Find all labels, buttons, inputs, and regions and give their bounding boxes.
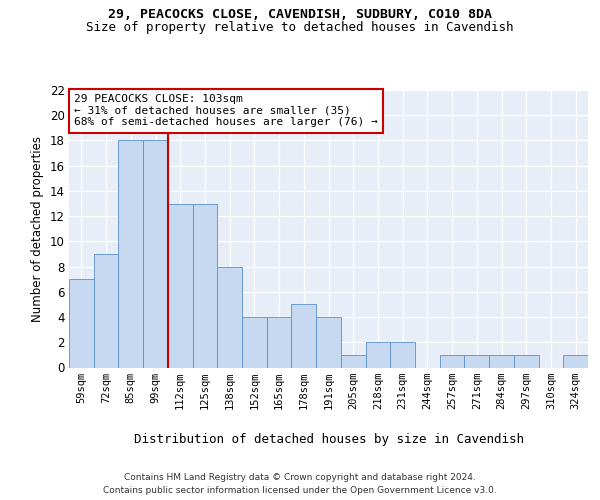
- Bar: [267, 317, 292, 368]
- Bar: [94, 254, 118, 368]
- Text: Contains public sector information licensed under the Open Government Licence v3: Contains public sector information licen…: [103, 486, 497, 495]
- Bar: [316, 317, 341, 368]
- Bar: [69, 279, 94, 368]
- Bar: [193, 204, 217, 368]
- Bar: [440, 355, 464, 368]
- Text: Size of property relative to detached houses in Cavendish: Size of property relative to detached ho…: [86, 22, 514, 35]
- Bar: [514, 355, 539, 368]
- Bar: [563, 355, 588, 368]
- Text: Distribution of detached houses by size in Cavendish: Distribution of detached houses by size …: [134, 432, 524, 446]
- Text: 29, PEACOCKS CLOSE, CAVENDISH, SUDBURY, CO10 8DA: 29, PEACOCKS CLOSE, CAVENDISH, SUDBURY, …: [108, 8, 492, 20]
- Bar: [489, 355, 514, 368]
- Bar: [168, 204, 193, 368]
- Bar: [292, 304, 316, 368]
- Text: 29 PEACOCKS CLOSE: 103sqm
← 31% of detached houses are smaller (35)
68% of semi-: 29 PEACOCKS CLOSE: 103sqm ← 31% of detac…: [74, 94, 378, 128]
- Bar: [143, 140, 168, 368]
- Bar: [365, 342, 390, 367]
- Y-axis label: Number of detached properties: Number of detached properties: [31, 136, 44, 322]
- Bar: [118, 140, 143, 368]
- Bar: [217, 266, 242, 368]
- Bar: [464, 355, 489, 368]
- Text: Contains HM Land Registry data © Crown copyright and database right 2024.: Contains HM Land Registry data © Crown c…: [124, 472, 476, 482]
- Bar: [390, 342, 415, 367]
- Bar: [341, 355, 365, 368]
- Bar: [242, 317, 267, 368]
